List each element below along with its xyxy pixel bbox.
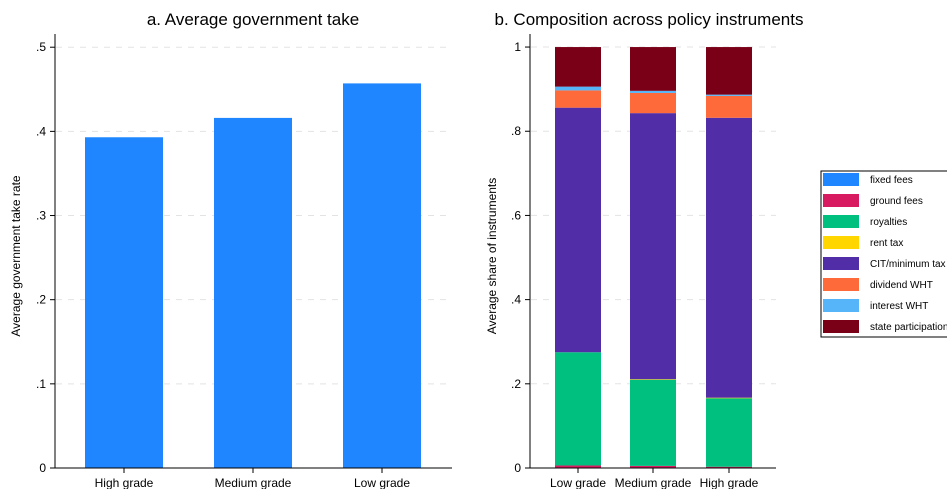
panel-a-x-tick-label: High grade (95, 476, 154, 489)
legend-label: state participation (870, 322, 947, 333)
panel-a-y-tick-label: .2 (36, 293, 46, 307)
panel-b-bar-segment (706, 398, 752, 467)
panel-b-y-tick-label: 0 (514, 461, 521, 475)
panel-a-x-tick-label: Low grade (354, 476, 410, 489)
panel-b-bar-segment (630, 465, 676, 468)
legend-label: CIT/minimum tax (870, 259, 946, 270)
legend-label: fixed fees (870, 175, 913, 186)
panel-b-bar-segment (555, 90, 601, 108)
panel-b-y-tick-label: .4 (511, 293, 521, 307)
legend-swatch (823, 173, 859, 186)
panel-b-y-ticks: 0 .2 .4 .6 .8 1 (511, 40, 530, 475)
panel-a-bars (85, 83, 421, 469)
panel-b-bar-segment (630, 90, 676, 93)
panel-a-y-axis-label: Average government take rate (9, 175, 23, 337)
panel-a-bar (85, 137, 163, 468)
panel-b-bar-segment (555, 107, 601, 353)
panel-b-bar-segment (706, 95, 752, 118)
panel-b-y-tick-label: .6 (511, 208, 521, 222)
panel-b-y-tick-label: 1 (514, 40, 521, 54)
legend-swatch (823, 278, 859, 291)
panel-b-y-tick-label: .8 (511, 124, 521, 138)
panel-a-y-tick-label: .5 (36, 40, 46, 54)
panel-b-bar-segment (630, 379, 676, 466)
legend-label: interest WHT (870, 301, 928, 312)
legend-swatch (823, 236, 859, 249)
panel-a-bar (214, 117, 292, 469)
panel-b-bar-segment (555, 465, 601, 468)
panel-b-bar-segment (706, 47, 752, 95)
panel-b-bar-segment (706, 466, 752, 468)
panel-a-y-tick-label: .1 (36, 377, 46, 391)
panel-b-y-axis-label: Average share of instruments (485, 178, 499, 335)
panel-a-y-tick-label: .3 (36, 209, 46, 223)
legend: fixed fees ground fees royalties rent tax CI… (820, 170, 947, 338)
legend-swatch (823, 257, 859, 270)
panel-b-bar-segment (630, 47, 676, 91)
panel-b-x-tick-label: Low grade (550, 476, 606, 489)
panel-b-title: b. Composition across policy instruments (495, 10, 804, 29)
legend-label: ground fees (870, 196, 923, 207)
legend-label: rent tax (870, 238, 903, 249)
legend-swatch (823, 299, 859, 312)
panel-a-title: a. Average government take (147, 10, 359, 29)
panel-b-bar-segment (706, 397, 752, 399)
panel-b-bar-segment (706, 117, 752, 398)
panel-b-x-tick-label: Medium grade (615, 476, 692, 489)
legend-label: dividend WHT (870, 280, 933, 291)
legend-label: royalties (870, 217, 907, 228)
panel-a-x-tick-label: Medium grade (215, 476, 292, 489)
legend-swatch (823, 194, 859, 207)
panel-a-y-ticks: 0 .1 .2 .3 .4 .5 (36, 40, 55, 475)
panel-b-bar-segment (630, 113, 676, 380)
panel-a-y-tick-label: .4 (36, 124, 46, 138)
panel-b-bar-segment (555, 47, 601, 87)
panel-b-bar-segment (706, 94, 752, 96)
legend-swatch (823, 215, 859, 228)
panel-b-x-tick-label: High grade (700, 476, 759, 489)
panel-b-bar-segment (555, 352, 601, 466)
panel-b: b. Composition across policy instruments… (485, 10, 803, 489)
panel-b-bars (555, 47, 752, 469)
panel-a: a. Average government take 0 .1 .2 .3 .4 .5 H… (9, 10, 452, 489)
panel-b-y-tick-label: .2 (511, 377, 521, 391)
panel-b-bar-segment (630, 379, 676, 380)
legend-swatch (823, 320, 859, 333)
panel-a-x-ticks: High grade Medium grade Low grade (95, 468, 410, 489)
panel-b-x-ticks: Low grade Medium grade High grade (550, 468, 759, 489)
panel-a-y-tick-label: 0 (39, 461, 46, 475)
panel-b-bar-segment (555, 86, 601, 91)
panel-a-bar (343, 83, 421, 469)
panel-b-bar-segment (630, 92, 676, 114)
